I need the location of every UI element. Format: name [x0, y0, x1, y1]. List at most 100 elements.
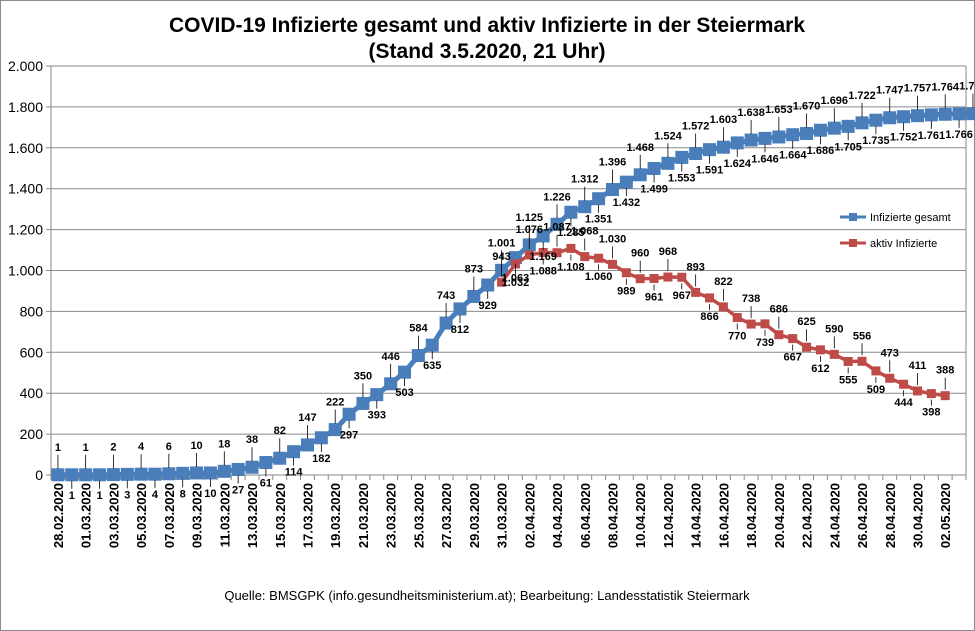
data-label: 1.591 — [696, 165, 724, 177]
x-tick-label: 14.04.2020 — [689, 483, 704, 548]
data-point — [536, 229, 550, 243]
data-point — [300, 438, 314, 452]
data-point — [619, 175, 633, 189]
x-tick-label: 22.04.2020 — [800, 483, 815, 548]
x-tick-label: 19.03.2020 — [328, 483, 343, 548]
data-point — [772, 130, 786, 144]
data-labels: 1111234468101018273861821141471822222973… — [55, 81, 975, 502]
data-point — [453, 302, 467, 316]
data-label: 1.670 — [793, 100, 821, 112]
series-line-0 — [57, 111, 973, 478]
data-label: 960 — [631, 248, 649, 260]
data-label: 388 — [936, 365, 954, 377]
data-label: 114 — [285, 467, 304, 479]
data-label: 1.108 — [557, 261, 585, 273]
data-point — [647, 161, 661, 175]
data-point — [605, 183, 619, 197]
data-point — [910, 109, 924, 123]
data-point — [384, 377, 398, 391]
data-point — [580, 252, 590, 262]
data-label: 686 — [770, 304, 788, 316]
data-label: 967 — [673, 290, 691, 302]
data-label: 968 — [659, 246, 677, 258]
data-point — [106, 468, 120, 482]
data-label: 1.664 — [779, 150, 807, 162]
data-point — [497, 277, 507, 287]
data-point — [314, 431, 328, 445]
data-label: 27 — [232, 484, 244, 496]
y-tick-label: 600 — [20, 344, 44, 360]
data-label: 10 — [190, 440, 202, 452]
data-point — [952, 107, 966, 121]
data-point — [732, 313, 742, 323]
data-point — [758, 131, 772, 145]
data-point — [885, 373, 895, 383]
legend-label: aktiv Infizierte — [870, 238, 937, 250]
data-label: 1 — [69, 490, 75, 502]
data-label: 1.312 — [571, 174, 599, 186]
data-point — [439, 316, 453, 330]
data-point — [65, 468, 79, 482]
data-point — [273, 451, 287, 465]
data-label: 929 — [479, 300, 497, 312]
x-tick-label: 29.03.2020 — [467, 483, 482, 548]
data-label: 446 — [381, 351, 399, 363]
data-label: 590 — [825, 323, 843, 335]
x-tick-label: 02.05.2020 — [938, 483, 953, 548]
data-point — [675, 150, 689, 164]
data-label: 822 — [714, 276, 732, 288]
data-point — [760, 319, 770, 329]
data-label: 6 — [166, 441, 172, 453]
data-point — [661, 156, 675, 170]
series-lines — [51, 107, 975, 482]
data-label: 1.030 — [599, 233, 627, 245]
data-label: 1.226 — [543, 191, 571, 203]
data-label: 625 — [797, 316, 815, 328]
data-label: 1 — [55, 442, 61, 454]
x-tick-label: 28.02.2020 — [51, 483, 66, 548]
data-label: 1.001 — [488, 237, 516, 249]
y-axis: 0 200 400 600 800 1.000 1.200 1.400 1.600 1.800 2.… — [8, 58, 52, 483]
data-label: 444 — [894, 397, 913, 409]
data-label: 1.432 — [613, 197, 641, 209]
data-label: 1 — [96, 490, 102, 502]
data-point — [259, 456, 273, 470]
y-tick-label: 1.600 — [8, 140, 43, 156]
data-point — [663, 272, 673, 282]
x-tick-label: 15.03.2020 — [273, 483, 288, 548]
data-label: 222 — [326, 397, 344, 409]
data-point — [926, 389, 936, 399]
data-point — [566, 243, 576, 253]
data-point — [966, 107, 975, 121]
data-label: 1.686 — [807, 145, 835, 157]
data-label: 82 — [274, 425, 286, 437]
data-label: 1.767 — [959, 81, 975, 93]
x-tick-label: 13.03.2020 — [245, 483, 260, 548]
data-point — [633, 168, 647, 182]
data-point — [524, 250, 534, 260]
data-label: 1.653 — [765, 104, 793, 116]
data-point — [649, 273, 659, 283]
y-tick-label: 1.400 — [8, 181, 43, 197]
data-label: 398 — [922, 407, 940, 419]
chart-subtitle: (Stand 3.5.2020, 21 Uhr) — [369, 40, 606, 63]
data-point — [802, 342, 812, 352]
legend-label: Infizierte gesamt — [870, 212, 951, 224]
data-point — [356, 396, 370, 410]
x-tick-label: 09.03.2020 — [190, 483, 205, 548]
data-label: 667 — [784, 352, 802, 364]
data-point — [716, 140, 730, 154]
data-label: 555 — [839, 375, 857, 387]
x-tick-label: 24.04.2020 — [827, 483, 842, 548]
data-point — [203, 466, 217, 480]
data-point — [51, 468, 65, 482]
data-point — [940, 391, 950, 401]
data-point — [467, 289, 481, 303]
data-point — [120, 467, 134, 481]
data-label: 1.125 — [516, 212, 544, 224]
x-tick-label: 26.04.2020 — [855, 483, 870, 548]
legend-marker — [849, 239, 857, 247]
data-point — [93, 468, 107, 482]
data-label: 2 — [110, 442, 116, 454]
y-tick-label: 1.800 — [8, 99, 43, 115]
